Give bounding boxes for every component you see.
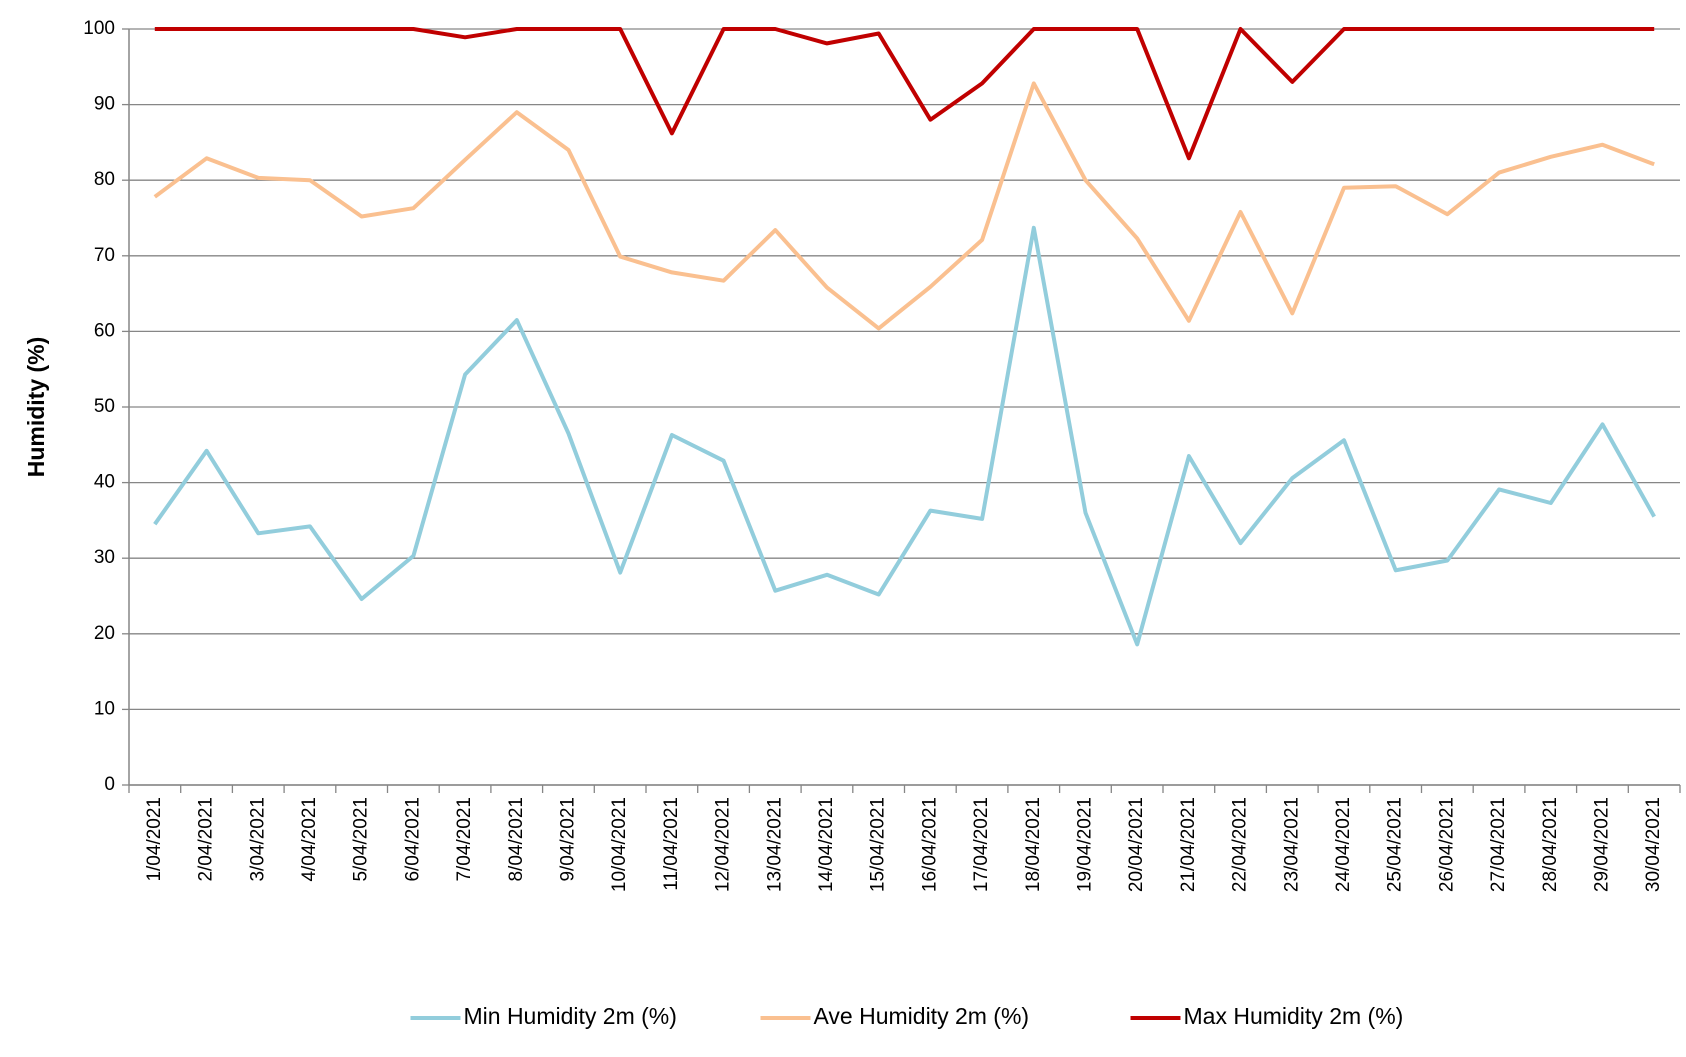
x-tick-label: 10/04/2021 [609, 797, 630, 892]
y-tick-label: 60 [94, 320, 115, 341]
x-tick-label: 13/04/2021 [764, 797, 785, 892]
y-tick-label: 30 [94, 547, 115, 568]
x-tick-label: 14/04/2021 [816, 797, 837, 892]
x-tick-label: 2/04/2021 [196, 797, 217, 882]
x-tick-label: 8/04/2021 [506, 797, 527, 882]
x-tick-label: 30/04/2021 [1643, 797, 1664, 892]
y-tick-label: 0 [104, 774, 115, 795]
x-tick-label: 3/04/2021 [247, 797, 268, 882]
y-axis-label: Humidity (%) [23, 337, 49, 478]
x-tick-label: 24/04/2021 [1333, 797, 1354, 892]
y-tick-label: 40 [94, 472, 115, 493]
x-tick-label: 25/04/2021 [1385, 797, 1406, 892]
x-tick-label: 21/04/2021 [1178, 797, 1199, 892]
x-tick-label: 29/04/2021 [1591, 797, 1612, 892]
x-tick-label: 4/04/2021 [299, 797, 320, 882]
x-tick-label: 11/04/2021 [661, 797, 682, 891]
x-tick-label: 19/04/2021 [1074, 797, 1095, 892]
x-tick-label: 1/04/2021 [144, 797, 165, 882]
y-tick-label: 10 [94, 698, 115, 719]
y-tick-label: 20 [94, 623, 115, 644]
y-tick-label: 70 [94, 245, 115, 266]
x-tick-label: 18/04/2021 [1023, 797, 1044, 892]
x-tick-label: 26/04/2021 [1436, 797, 1457, 892]
x-tick-label: 28/04/2021 [1540, 797, 1561, 892]
legend-label: Max Humidity 2m (%) [1184, 1003, 1404, 1029]
legend-label: Ave Humidity 2m (%) [814, 1003, 1030, 1029]
x-tick-label: 22/04/2021 [1230, 797, 1251, 892]
x-tick-label: 15/04/2021 [868, 797, 889, 892]
x-tick-label: 5/04/2021 [351, 797, 372, 882]
y-tick-label: 100 [83, 18, 115, 39]
x-tick-label: 7/04/2021 [454, 797, 475, 882]
x-tick-label: 17/04/2021 [971, 797, 992, 892]
x-tick-label: 12/04/2021 [713, 797, 734, 892]
x-tick-label: 27/04/2021 [1488, 797, 1509, 892]
legend-label: Min Humidity 2m (%) [464, 1003, 677, 1029]
x-tick-label: 6/04/2021 [402, 797, 423, 882]
series-line [153, 225, 1656, 647]
x-tick-label: 20/04/2021 [1126, 797, 1147, 892]
y-tick-label: 80 [94, 169, 115, 190]
y-tick-label: 50 [94, 396, 115, 417]
y-tick-label: 90 [94, 94, 115, 115]
x-tick-label: 9/04/2021 [557, 797, 578, 882]
series-line [153, 81, 1655, 331]
x-tick-label: 16/04/2021 [919, 797, 940, 892]
series-line [154, 27, 1655, 161]
x-tick-label: 23/04/2021 [1281, 797, 1302, 892]
